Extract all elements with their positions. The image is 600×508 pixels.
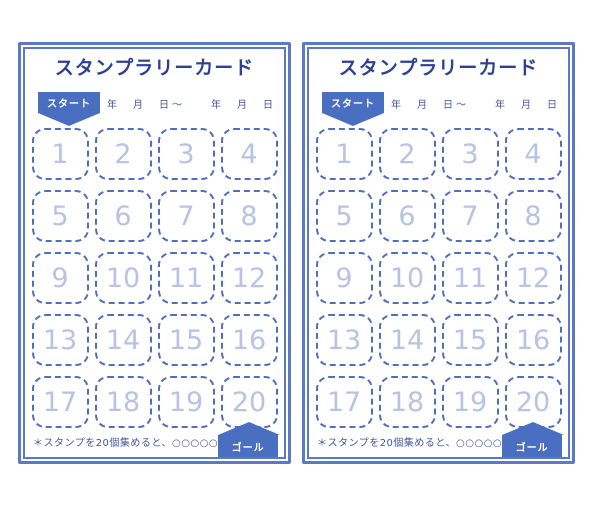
card-title: スタンプラリーカード <box>54 57 255 79</box>
stamp-grid: 1 2 3 4 5 6 7 8 9 10 11 12 13 14 15 16 17 18 19 20 <box>315 128 562 428</box>
card-inner-border: スタンプラリーカード スタート 年 月 日〜 年 月 日 1 2 3 4 5 6 7 8 9 10… <box>307 47 570 459</box>
stamp-box: 4 <box>220 128 278 180</box>
stamp-box: 8 <box>220 190 278 242</box>
stamp-box: 9 <box>315 252 373 304</box>
card-footer-row: ＊スタンプを20個集めると、○○○○○ ゴール <box>315 422 564 457</box>
goal-badge: ゴール <box>218 422 280 457</box>
stamp-box: 18 <box>378 376 436 428</box>
footer-note: ＊スタンプを20個集めると、○○○○○ <box>317 438 503 449</box>
stamp-box: 4 <box>504 128 562 180</box>
stamp-box: 20 <box>220 376 278 428</box>
stamp-box: 13 <box>315 314 373 366</box>
stamp-box: 6 <box>378 190 436 242</box>
stamp-box: 5 <box>315 190 373 242</box>
stamp-box: 18 <box>94 376 152 428</box>
card-title: スタンプラリーカード <box>338 57 539 79</box>
stamp-box: 14 <box>378 314 436 366</box>
stamp-card-sheet: スタンプラリーカード スタート 年 月 日〜 年 月 日 1 2 3 4 5 6 7 8 9 10… <box>18 42 575 464</box>
stamp-box: 5 <box>31 190 89 242</box>
stamp-box: 15 <box>157 314 215 366</box>
stamp-box: 1 <box>315 128 373 180</box>
stamp-box: 16 <box>504 314 562 366</box>
stamp-box: 12 <box>504 252 562 304</box>
stamp-box: 2 <box>94 128 152 180</box>
stamp-box: 8 <box>504 190 562 242</box>
date-fields: 年 月 日〜 年 月 日 <box>391 100 560 111</box>
card-meta-row: スタート 年 月 日〜 年 月 日 <box>315 92 562 126</box>
card-inner-border: スタンプラリーカード スタート 年 月 日〜 年 月 日 1 2 3 4 5 6 7 8 9 10… <box>23 47 286 459</box>
card-meta-row: スタート 年 月 日〜 年 月 日 <box>31 92 278 126</box>
stamp-box: 20 <box>504 376 562 428</box>
stamp-box: 3 <box>157 128 215 180</box>
stamp-box: 11 <box>441 252 499 304</box>
stamp-box: 2 <box>378 128 436 180</box>
stamp-box: 17 <box>315 376 373 428</box>
stamp-box: 19 <box>441 376 499 428</box>
stamp-box: 19 <box>157 376 215 428</box>
stamp-box: 3 <box>441 128 499 180</box>
start-badge: スタート <box>322 92 384 126</box>
stamp-box: 7 <box>441 190 499 242</box>
stamp-card-left: スタンプラリーカード スタート 年 月 日〜 年 月 日 1 2 3 4 5 6 7 8 9 10… <box>18 42 291 464</box>
stamp-box: 11 <box>157 252 215 304</box>
footer-note: ＊スタンプを20個集めると、○○○○○ <box>33 438 219 449</box>
start-badge: スタート <box>38 92 100 126</box>
goal-badge: ゴール <box>502 422 564 457</box>
stamp-box: 17 <box>31 376 89 428</box>
stamp-box: 9 <box>31 252 89 304</box>
stamp-box: 10 <box>378 252 436 304</box>
stamp-box: 10 <box>94 252 152 304</box>
stamp-grid: 1 2 3 4 5 6 7 8 9 10 11 12 13 14 15 16 17 18 19 20 <box>31 128 278 428</box>
stamp-box: 13 <box>31 314 89 366</box>
stamp-card-right: スタンプラリーカード スタート 年 月 日〜 年 月 日 1 2 3 4 5 6 7 8 9 10… <box>302 42 575 464</box>
stamp-box: 12 <box>220 252 278 304</box>
date-fields: 年 月 日〜 年 月 日 <box>107 100 276 111</box>
stamp-box: 7 <box>157 190 215 242</box>
stamp-box: 14 <box>94 314 152 366</box>
stamp-box: 6 <box>94 190 152 242</box>
card-footer-row: ＊スタンプを20個集めると、○○○○○ ゴール <box>31 422 280 457</box>
stamp-box: 16 <box>220 314 278 366</box>
stamp-box: 1 <box>31 128 89 180</box>
stamp-box: 15 <box>441 314 499 366</box>
